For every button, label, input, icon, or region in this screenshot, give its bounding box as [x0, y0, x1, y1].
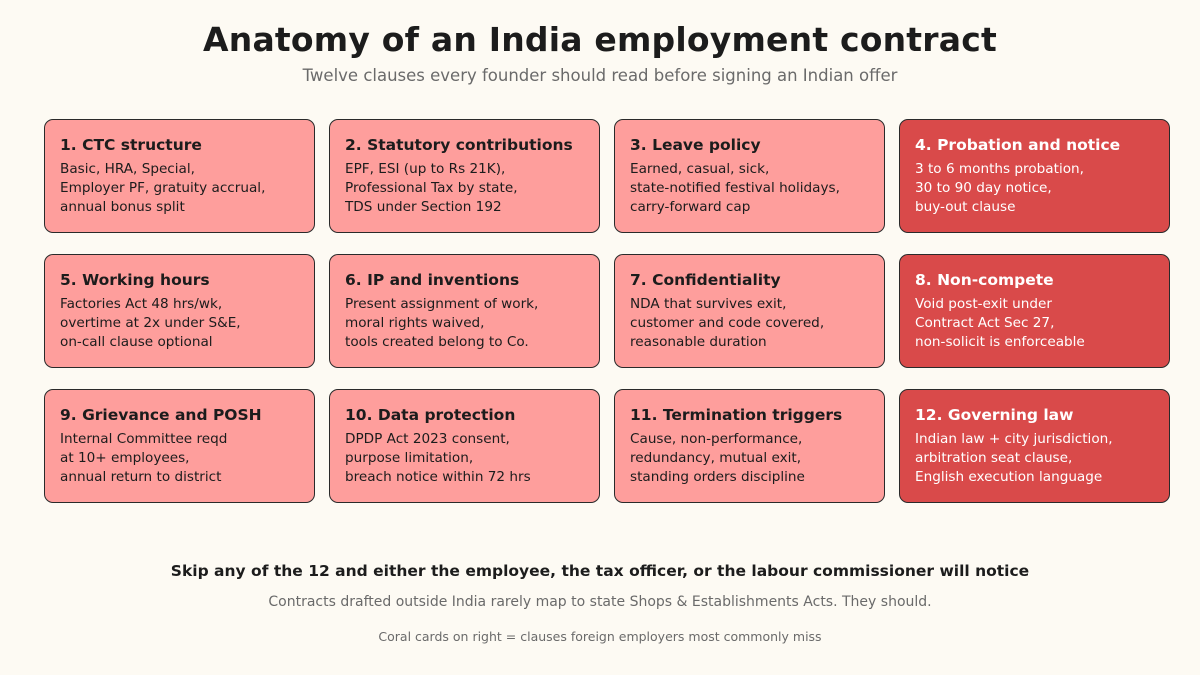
- card-title: 11. Termination triggers: [630, 406, 843, 424]
- card-body: NDA that survives exit, customer and cod…: [630, 295, 870, 352]
- card-line: 30 to 90 day notice,: [915, 180, 1052, 196]
- clause-card-ip-inventions: 6. IP and inventions Present assignment …: [329, 254, 600, 368]
- card-body: 3 to 6 months probation, 30 to 90 day no…: [915, 160, 1155, 217]
- card-line: on-call clause optional: [60, 334, 213, 350]
- clause-card-ctc-structure: 1. CTC structure Basic, HRA, Special, Em…: [44, 119, 315, 233]
- card-line: Present assignment of work,: [345, 296, 539, 312]
- card-line: buy-out clause: [915, 199, 1016, 215]
- card-body: Present assignment of work, moral rights…: [345, 295, 585, 352]
- card-title: 4. Probation and notice: [915, 136, 1121, 154]
- card-title: 10. Data protection: [345, 406, 516, 424]
- card-body: EPF, ESI (up to Rs 21K), Professional Ta…: [345, 160, 585, 217]
- card-line: Employer PF, gratuity accrual,: [60, 180, 266, 196]
- footer-legend-note: Coral cards on right = clauses foreign e…: [378, 629, 822, 644]
- card-body: Factories Act 48 hrs/wk, overtime at 2x …: [60, 295, 300, 352]
- clause-card-data-protection: 10. Data protection DPDP Act 2023 consen…: [329, 389, 600, 503]
- card-line: reasonable duration: [630, 334, 767, 350]
- clause-card-termination-triggers: 11. Termination triggers Cause, non-perf…: [614, 389, 885, 503]
- page-title: Anatomy of an India employment contract: [203, 20, 997, 59]
- card-line: Basic, HRA, Special,: [60, 161, 195, 177]
- card-line: Professional Tax by state,: [345, 180, 518, 196]
- card-line: non-solicit is enforceable: [915, 334, 1085, 350]
- clause-card-confidentiality: 7. Confidentiality NDA that survives exi…: [614, 254, 885, 368]
- clause-card-statutory-contributions: 2. Statutory contributions EPF, ESI (up …: [329, 119, 600, 233]
- card-line: DPDP Act 2023 consent,: [345, 431, 510, 447]
- card-title: 5. Working hours: [60, 271, 210, 289]
- card-line: Cause, non-performance,: [630, 431, 803, 447]
- card-line: state-notified festival holidays,: [630, 180, 840, 196]
- card-line: carry-forward cap: [630, 199, 751, 215]
- page-subtitle: Twelve clauses every founder should read…: [302, 66, 898, 85]
- card-line: Indian law + city jurisdiction,: [915, 431, 1113, 447]
- card-line: EPF, ESI (up to Rs 21K),: [345, 161, 506, 177]
- card-body: Earned, casual, sick, state-notified fes…: [630, 160, 870, 217]
- card-line: standing orders discipline: [630, 469, 805, 485]
- footer-warning: Skip any of the 12 and either the employ…: [170, 562, 1030, 580]
- card-line: Factories Act 48 hrs/wk,: [60, 296, 223, 312]
- clause-card-working-hours: 5. Working hours Factories Act 48 hrs/wk…: [44, 254, 315, 368]
- card-title: 6. IP and inventions: [345, 271, 520, 289]
- card-line: redundancy, mutual exit,: [630, 450, 802, 466]
- card-body: Internal Committee reqd at 10+ employees…: [60, 430, 300, 487]
- card-body: Cause, non-performance, redundancy, mutu…: [630, 430, 870, 487]
- card-title: 3. Leave policy: [630, 136, 761, 154]
- card-title: 8. Non-compete: [915, 271, 1054, 289]
- card-title: 2. Statutory contributions: [345, 136, 573, 154]
- card-line: overtime at 2x under S&E,: [60, 315, 241, 331]
- card-line: tools created belong to Co.: [345, 334, 529, 350]
- card-title: 12. Governing law: [915, 406, 1074, 424]
- card-line: NDA that survives exit,: [630, 296, 787, 312]
- clause-card-governing-law: 12. Governing law Indian law + city juri…: [899, 389, 1170, 503]
- card-line: annual return to district: [60, 469, 222, 485]
- card-body: Void post-exit under Contract Act Sec 27…: [915, 295, 1155, 352]
- card-title: 1. CTC structure: [60, 136, 202, 154]
- clause-card-grievance-posh: 9. Grievance and POSH Internal Committee…: [44, 389, 315, 503]
- card-line: at 10+ employees,: [60, 450, 190, 466]
- clause-card-leave-policy: 3. Leave policy Earned, casual, sick, st…: [614, 119, 885, 233]
- card-line: annual bonus split: [60, 199, 185, 215]
- card-line: purpose limitation,: [345, 450, 474, 466]
- card-line: moral rights waived,: [345, 315, 485, 331]
- card-line: Void post-exit under: [915, 296, 1052, 312]
- card-body: DPDP Act 2023 consent, purpose limitatio…: [345, 430, 585, 487]
- footer-subtext: Contracts drafted outside India rarely m…: [268, 594, 932, 610]
- card-line: breach notice within 72 hrs: [345, 469, 531, 485]
- card-line: TDS under Section 192: [345, 199, 502, 215]
- card-line: English execution language: [915, 469, 1103, 485]
- card-line: customer and code covered,: [630, 315, 825, 331]
- card-body: Indian law + city jurisdiction, arbitrat…: [915, 430, 1155, 487]
- card-line: 3 to 6 months probation,: [915, 161, 1084, 177]
- card-body: Basic, HRA, Special, Employer PF, gratui…: [60, 160, 300, 217]
- card-line: arbitration seat clause,: [915, 450, 1073, 466]
- clause-grid: 1. CTC structure Basic, HRA, Special, Em…: [44, 119, 1170, 503]
- card-title: 9. Grievance and POSH: [60, 406, 262, 424]
- clause-card-probation-notice: 4. Probation and notice 3 to 6 months pr…: [899, 119, 1170, 233]
- card-line: Contract Act Sec 27,: [915, 315, 1055, 331]
- clause-card-non-compete: 8. Non-compete Void post-exit under Cont…: [899, 254, 1170, 368]
- card-line: Earned, casual, sick,: [630, 161, 770, 177]
- card-line: Internal Committee reqd: [60, 431, 228, 447]
- card-title: 7. Confidentiality: [630, 271, 781, 289]
